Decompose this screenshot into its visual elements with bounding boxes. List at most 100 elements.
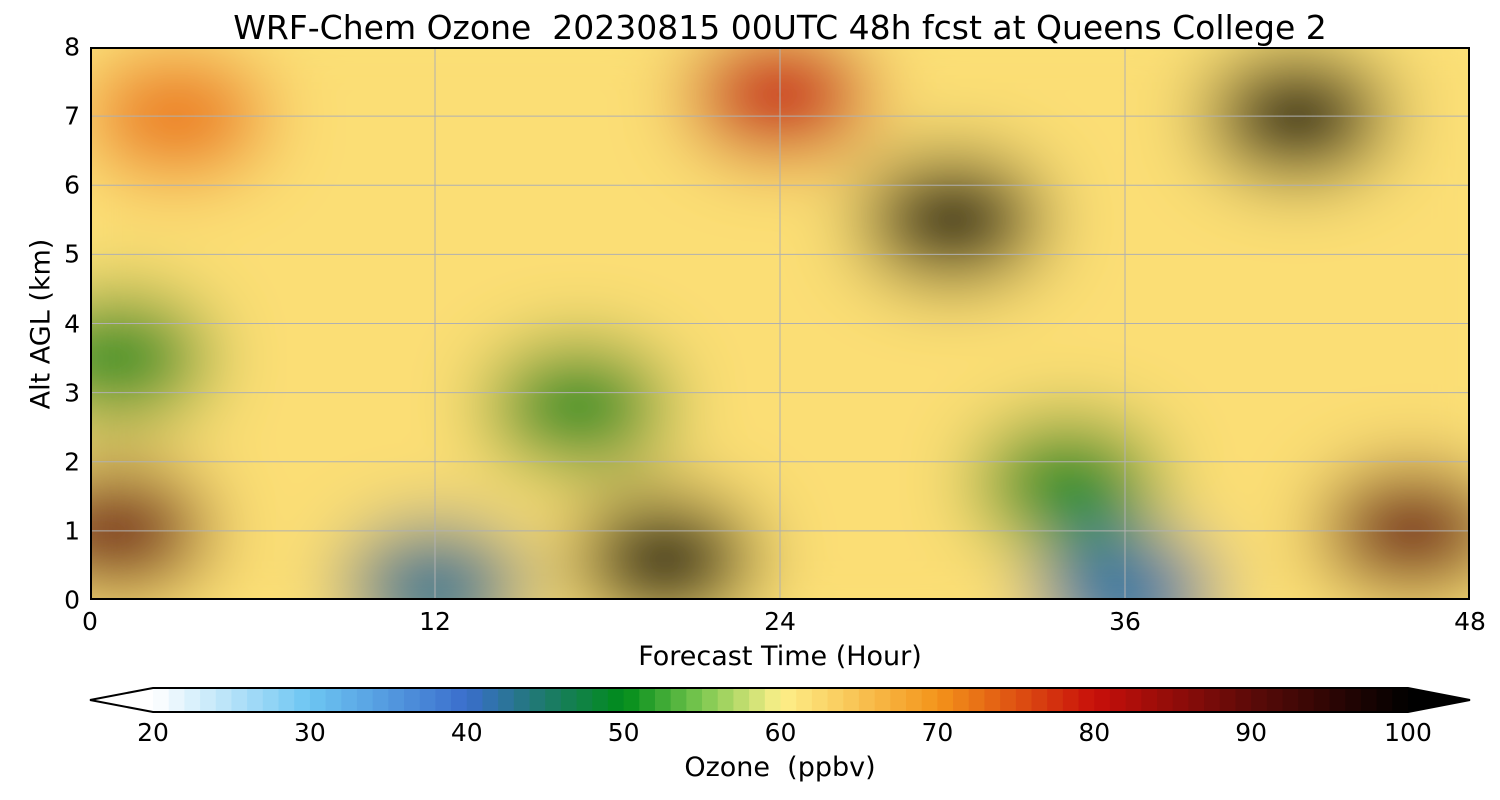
y-tick-label: 5 xyxy=(64,239,80,269)
colorbar-tick-label: 40 xyxy=(450,718,483,747)
colorbar-segment xyxy=(466,688,484,712)
heatmap-region xyxy=(860,157,1045,283)
colorbar-segment xyxy=(1000,688,1017,712)
colorbar-tick-label: 70 xyxy=(921,718,954,747)
colorbar-segment xyxy=(231,688,248,712)
colorbar-segment xyxy=(341,688,358,712)
heatmap-region xyxy=(92,295,211,421)
colorbar-segment xyxy=(262,688,280,712)
heatmap-region xyxy=(573,496,757,598)
x-tick-label: 24 xyxy=(764,607,796,636)
ozone-heatmap xyxy=(92,49,1468,598)
colorbar-segment xyxy=(1125,688,1142,712)
colorbar-tick-label: 50 xyxy=(607,718,640,747)
colorbar-segment xyxy=(215,688,233,712)
x-tick-label: 12 xyxy=(419,607,451,636)
colorbar-outline xyxy=(89,687,1471,713)
colorbar-segment xyxy=(1204,688,1221,712)
y-tick-label: 6 xyxy=(64,170,80,200)
colorbar-segment xyxy=(1345,688,1362,712)
colorbar-segment xyxy=(278,688,295,712)
colorbar-segment xyxy=(576,688,593,712)
colorbar-segment xyxy=(1219,688,1237,712)
colorbar-segment xyxy=(356,688,374,712)
colorbar-segment xyxy=(1094,688,1111,712)
colorbar xyxy=(89,687,1471,713)
colorbar-segment xyxy=(184,688,201,712)
colorbar-segment xyxy=(796,688,813,712)
colorbar-segment xyxy=(623,688,640,712)
colorbar-segment xyxy=(592,688,609,712)
colorbar-segment xyxy=(1031,688,1048,712)
colorbar-label: Ozone (ppbv) xyxy=(684,752,876,783)
colorbar-segment xyxy=(764,688,782,712)
colorbar-segment xyxy=(404,688,421,712)
colorbar-segment xyxy=(529,688,546,712)
colorbar-segment xyxy=(921,688,938,712)
colorbar-segment xyxy=(498,688,515,712)
colorbar-segment xyxy=(435,688,452,712)
y-tick-label: 7 xyxy=(64,101,80,131)
colorbar-segment xyxy=(1141,688,1158,712)
colorbar-extend-high xyxy=(1408,688,1470,712)
colorbar-segment xyxy=(513,688,531,712)
colorbar-segment xyxy=(247,688,264,712)
y-tick-label: 1 xyxy=(64,516,80,546)
colorbar-segment xyxy=(1266,688,1284,712)
y-axis-label: Alt AGL (km) xyxy=(25,238,57,410)
colorbar-segment xyxy=(372,688,389,712)
y-tick-label: 4 xyxy=(64,309,80,338)
y-tick-label: 8 xyxy=(64,32,80,62)
colorbar-segment xyxy=(1047,688,1064,712)
colorbar-segment xyxy=(1313,688,1331,712)
colorbar-segment xyxy=(1188,688,1205,712)
colorbar-segment xyxy=(717,688,735,712)
colorbar-segment xyxy=(153,688,170,712)
colorbar-segment xyxy=(1062,688,1080,712)
colorbar-tick-label: 60 xyxy=(764,718,797,747)
colorbar-segment xyxy=(984,688,1001,712)
colorbar-segment xyxy=(1376,688,1393,712)
x-tick-label: 0 xyxy=(82,607,98,636)
colorbar-segment xyxy=(1015,688,1033,712)
colorbar-segment xyxy=(686,688,703,712)
x-axis-label: Forecast Time (Hour) xyxy=(638,641,922,672)
heatmap-region xyxy=(975,420,1160,545)
colorbar-segment xyxy=(906,688,923,712)
colorbar-tick-label: 90 xyxy=(1235,718,1268,747)
colorbar-segment xyxy=(451,688,468,712)
colorbar-tick-label: 20 xyxy=(137,718,169,747)
colorbar-segment xyxy=(388,688,405,712)
colorbar-segment xyxy=(1392,688,1409,712)
colorbar-segment xyxy=(1251,688,1268,712)
x-tick-label: 48 xyxy=(1454,607,1486,636)
colorbar-tick-label: 80 xyxy=(1078,718,1111,747)
colorbar-segment xyxy=(827,688,844,712)
colorbar-segment xyxy=(545,688,562,712)
colorbar-segment xyxy=(858,688,876,712)
colorbar-segment xyxy=(309,688,327,712)
colorbar-segment xyxy=(1360,688,1378,712)
colorbar-segment xyxy=(1109,688,1127,712)
heatmap-region xyxy=(486,344,671,469)
colorbar-segment xyxy=(607,688,625,712)
colorbar-tick-label: 30 xyxy=(293,718,326,747)
colorbar-segment xyxy=(811,688,829,712)
chart-title: WRF-Chem Ozone 20230815 00UTC 48h fcst a… xyxy=(233,8,1327,47)
plot-area xyxy=(90,47,1470,600)
colorbar-segment xyxy=(968,688,986,712)
y-tick-label: 2 xyxy=(64,447,80,477)
y-tick-label: 3 xyxy=(64,378,80,408)
colorbar-segment xyxy=(325,688,342,712)
colorbar-segment xyxy=(670,688,687,712)
colorbar-segment xyxy=(1078,688,1095,712)
y-tick-label: 0 xyxy=(64,585,80,615)
colorbar-segment xyxy=(702,688,719,712)
colorbar-segment xyxy=(168,688,185,712)
colorbar-segment xyxy=(843,688,860,712)
colorbar-segment xyxy=(874,688,891,712)
colorbar-segment xyxy=(890,688,907,712)
colorbar-segment xyxy=(1298,688,1315,712)
colorbar-segment xyxy=(953,688,970,712)
colorbar-segment xyxy=(655,688,672,712)
